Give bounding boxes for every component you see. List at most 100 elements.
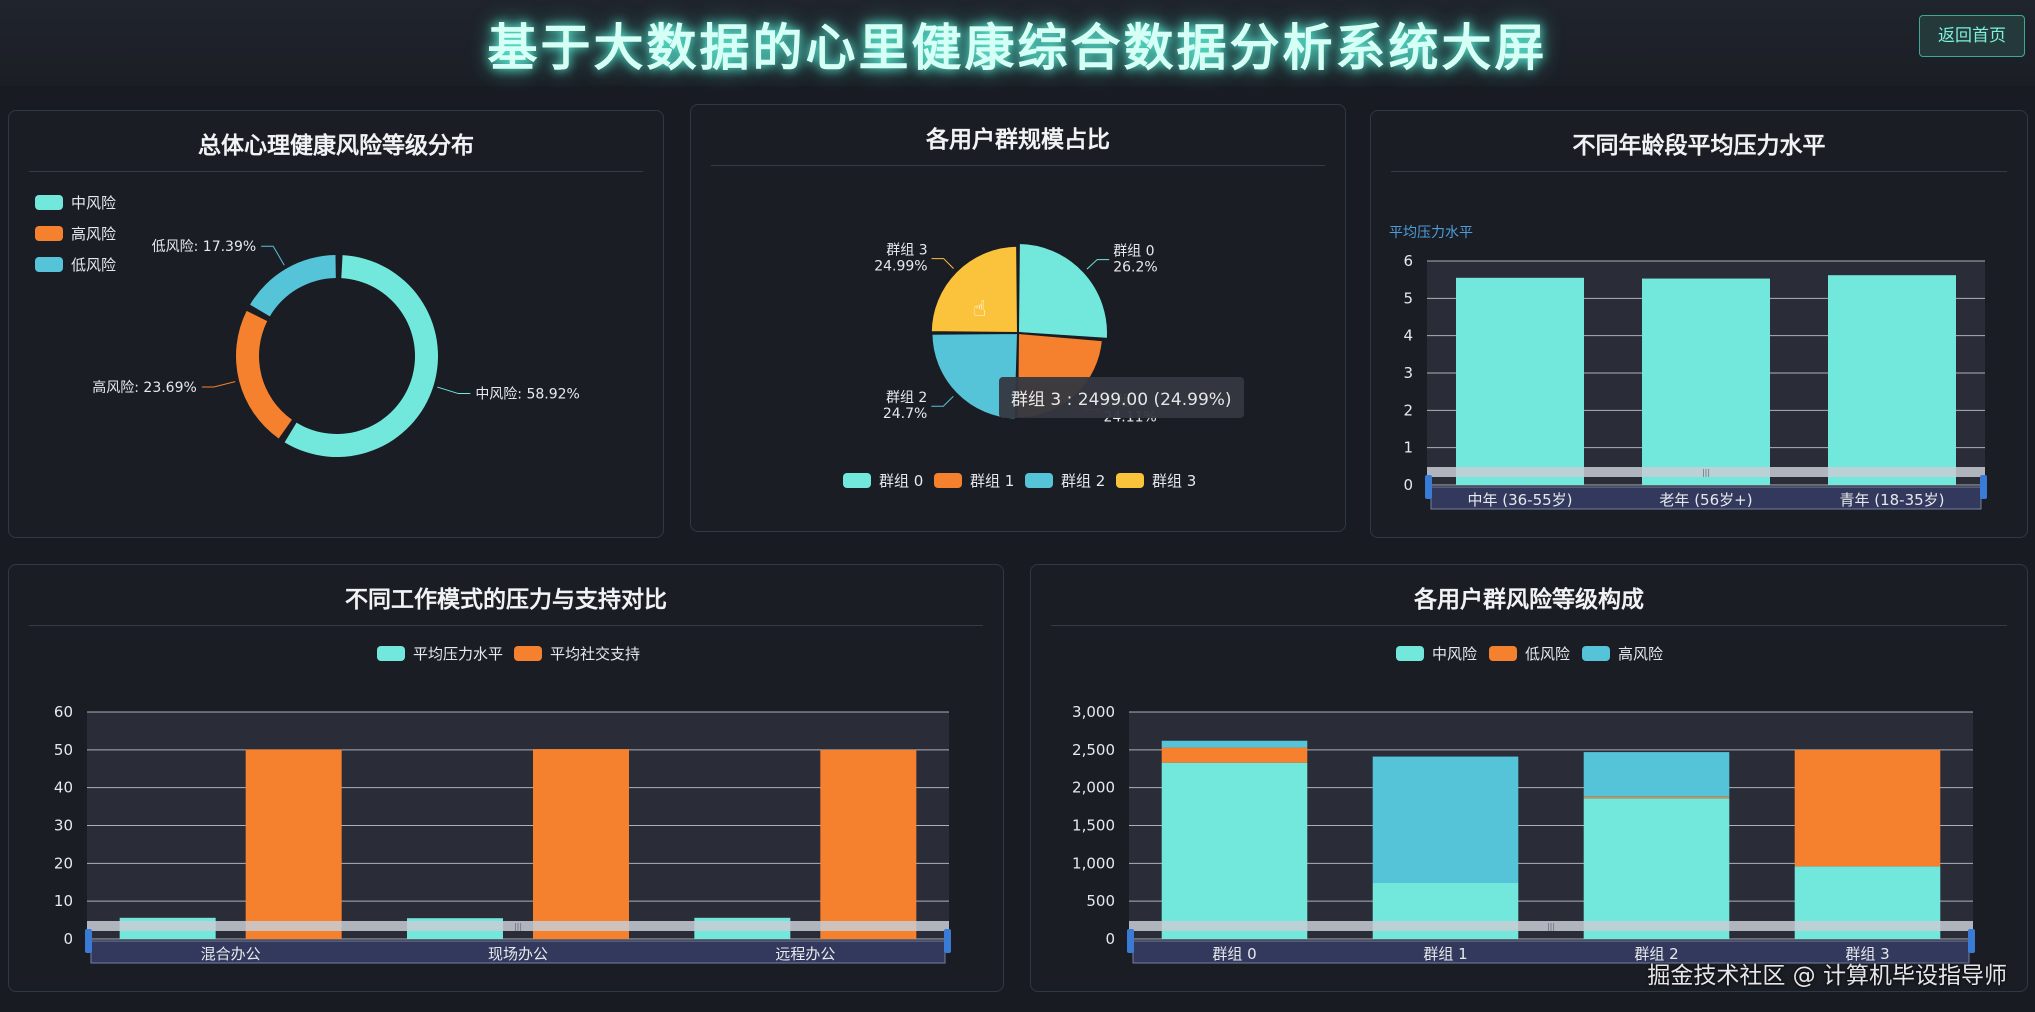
zoom-handle-left bbox=[1425, 475, 1432, 499]
zoom-handle-left bbox=[85, 929, 92, 953]
slice-name: 群组 0 bbox=[1113, 244, 1154, 260]
y-tick-label: 2,500 bbox=[1072, 741, 1115, 759]
bar-segment bbox=[1794, 749, 1941, 867]
zoom-grip: ||| bbox=[1547, 922, 1555, 931]
slice-name: 群组 2 bbox=[886, 390, 927, 406]
watermark: 掘金技术社区 @ 计算机毕设指导师 bbox=[1647, 963, 2007, 989]
legend-label: 高风险 bbox=[71, 225, 116, 243]
zoom-handle-right bbox=[944, 929, 951, 953]
y-tick-label: 0 bbox=[63, 930, 73, 948]
risk-distribution-panel: 总体心理健康风险等级分布 中风险 高风险 低风险 中风险: 58.92% 高风险: 23… bbox=[8, 110, 664, 538]
y-tick-label: 1,500 bbox=[1072, 817, 1115, 835]
y-tick-label: 10 bbox=[54, 892, 73, 910]
legend-label: 中风险 bbox=[71, 194, 116, 212]
page-title: 基于大数据的心里健康综合数据分析系统大屏 bbox=[487, 19, 1548, 77]
slice-label-line bbox=[931, 258, 954, 269]
legend-swatch bbox=[1489, 646, 1517, 661]
bar bbox=[245, 749, 342, 939]
slice-percent: 24.99% bbox=[874, 259, 927, 275]
bar-segment bbox=[1583, 796, 1730, 799]
panel-title: 各用户群规模占比 bbox=[711, 121, 1325, 166]
bar-segment bbox=[1161, 747, 1308, 763]
slice-label: 中风险: 58.92% bbox=[475, 387, 580, 403]
y-tick-label: 30 bbox=[54, 817, 73, 835]
zoom-handle-right bbox=[1980, 475, 1987, 499]
panel-title: 各用户群风险等级构成 bbox=[1051, 581, 2007, 626]
group-pie-chart: 群组 026.2%群组 124.11%群组 224.7%群组 324.99%群组… bbox=[843, 241, 1196, 490]
bar bbox=[820, 749, 917, 939]
slice-label-line bbox=[201, 381, 236, 388]
x-tick-label: 现场办公 bbox=[488, 945, 548, 963]
legend-label: 群组 3 bbox=[1152, 472, 1196, 490]
legend-label: 群组 0 bbox=[879, 472, 923, 490]
zoom-slider-track bbox=[87, 921, 949, 931]
legend-label: 高风险 bbox=[1618, 645, 1663, 663]
y-tick-label: 1 bbox=[1403, 439, 1413, 457]
legend-swatch bbox=[35, 257, 63, 272]
zoom-grip: ||| bbox=[514, 922, 522, 931]
legend-label: 群组 2 bbox=[1061, 472, 1105, 490]
header-bar bbox=[0, 0, 2035, 86]
legend-label: 群组 1 bbox=[970, 472, 1014, 490]
work-mode-panel: 不同工作模式的压力与支持对比 平均压力水平 平均社交支持 0 10 20 30 40 50 60… bbox=[8, 564, 1004, 992]
age-stress-panel: 不同年龄段平均压力水平 平均压力水平 0 1 2 3 4 5 6 ||| 中年 (36-55岁) 老… bbox=[1370, 110, 2028, 538]
slice-label-line bbox=[1086, 259, 1110, 270]
bar-segment bbox=[1161, 762, 1308, 939]
y-tick-label: 2 bbox=[1403, 401, 1413, 419]
y-tick-label: 3 bbox=[1403, 364, 1413, 382]
back-home-button[interactable]: 返回首页 bbox=[1919, 15, 2025, 57]
y-tick-label: 1,000 bbox=[1072, 854, 1115, 872]
x-tick-label: 老年 (56岁+) bbox=[1659, 491, 1752, 509]
slice-name: 群组 3 bbox=[886, 243, 927, 259]
bar-segment bbox=[1583, 798, 1730, 939]
x-tick-label: 混合办公 bbox=[201, 945, 261, 963]
y-tick-label: 20 bbox=[54, 854, 73, 872]
y-tick-label: 6 bbox=[1403, 252, 1413, 270]
legend-swatch bbox=[1582, 646, 1610, 661]
zoom-grip: ||| bbox=[1702, 468, 1710, 477]
bar bbox=[533, 749, 629, 939]
legend-label: 中风险 bbox=[1432, 645, 1477, 663]
work-bar-chart: 平均压力水平 平均社交支持 0 10 20 30 40 50 60 ||| 混合办公 现场办公 远程办公 bbox=[54, 645, 951, 964]
x-tick-label: 中年 (36-55岁) bbox=[1467, 491, 1572, 509]
slice-label: 低风险: 17.39% bbox=[152, 239, 257, 255]
donut-slice bbox=[284, 255, 439, 457]
legend-swatch bbox=[843, 473, 871, 488]
x-tick-label: 群组 0 bbox=[1212, 945, 1256, 963]
cursor-icon: ☝ bbox=[973, 297, 987, 322]
legend-swatch bbox=[1116, 473, 1144, 488]
y-tick-label: 2,000 bbox=[1072, 779, 1115, 797]
y-tick-label: 0 bbox=[1105, 930, 1115, 948]
pie-slice bbox=[1016, 241, 1109, 340]
chart-tooltip: 群组 3 : 2499.00 (24.99%) bbox=[999, 377, 1244, 418]
x-tick-label: 青年 (18-35岁) bbox=[1839, 491, 1944, 509]
bar-segment bbox=[1583, 752, 1730, 797]
y-tick-label: 500 bbox=[1086, 892, 1115, 910]
panel-title: 不同年龄段平均压力水平 bbox=[1391, 127, 2007, 172]
pie-slice bbox=[930, 331, 1020, 421]
group-risk-stacked-chart: 中风险 低风险 高风险 0 500 1,000 1,500 2,000 2,500 3,000 ||… bbox=[1072, 645, 1975, 964]
zoom-handle-left bbox=[1127, 929, 1134, 953]
zoom-slider-track bbox=[1129, 921, 1973, 931]
x-tick-label: 远程办公 bbox=[775, 945, 835, 963]
bar bbox=[1642, 278, 1770, 485]
legend-swatch bbox=[377, 646, 405, 661]
legend-swatch bbox=[35, 226, 63, 241]
pie-slice bbox=[929, 244, 1020, 335]
slice-label-line bbox=[437, 386, 471, 395]
slice-percent: 24.7% bbox=[883, 406, 927, 422]
x-tick-label: 群组 1 bbox=[1423, 945, 1467, 963]
group-risk-panel: 各用户群风险等级构成 中风险 低风险 高风险 0 500 1,000 1,500 2,000 2… bbox=[1030, 564, 2028, 992]
zoom-handle-right bbox=[1968, 929, 1975, 953]
donut-slice bbox=[250, 255, 336, 317]
x-tick-label: 群组 2 bbox=[1634, 945, 1678, 963]
slice-label: 高风险: 23.69% bbox=[92, 379, 197, 396]
legend-swatch bbox=[35, 195, 63, 210]
bar-segment bbox=[1161, 740, 1308, 748]
bar-segment bbox=[1372, 756, 1519, 884]
legend-swatch bbox=[514, 646, 542, 661]
slice-label-line bbox=[931, 396, 954, 407]
legend-label: 平均社交支持 bbox=[550, 645, 640, 663]
panel-title: 总体心理健康风险等级分布 bbox=[29, 127, 643, 172]
